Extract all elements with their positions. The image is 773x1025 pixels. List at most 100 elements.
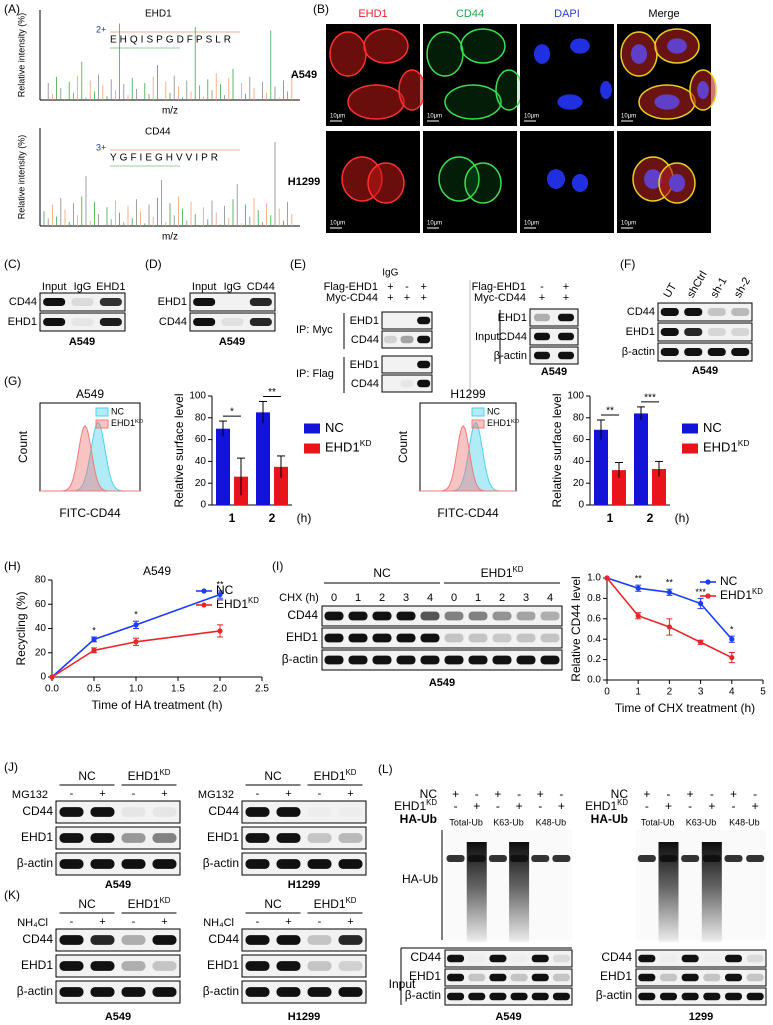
y-tick-label: 40 — [35, 623, 47, 634]
data-point — [729, 654, 735, 661]
band — [447, 992, 465, 1001]
x-axis-label: Time of CHX treatment (h) — [615, 701, 755, 715]
band — [43, 318, 66, 326]
label-text: EHD1 — [487, 418, 511, 428]
row-label: CD44 — [287, 608, 318, 622]
condition-sign: + — [387, 281, 393, 293]
panel-label: (L) — [378, 762, 393, 776]
condition-label: NC — [420, 787, 438, 801]
cell-line-label: 1299 — [689, 1011, 713, 1023]
band — [746, 973, 764, 982]
band — [510, 973, 528, 982]
condition-sign: + — [452, 787, 459, 801]
lane-label: 4 — [427, 592, 433, 604]
band — [468, 992, 486, 1001]
lane-label: 0 — [331, 592, 337, 604]
blot-row — [55, 852, 181, 876]
lane-label: IgG — [224, 281, 242, 293]
band — [59, 807, 84, 817]
lane-group-label: K63-Ub — [686, 817, 717, 827]
band — [707, 308, 726, 316]
cell-stain — [460, 28, 506, 64]
lane-label: IgG — [382, 268, 398, 279]
row-label: β-actin — [203, 856, 239, 870]
lane-label: 1 — [355, 592, 361, 604]
nucleus-stain — [667, 38, 687, 54]
row-label: EHD1 — [158, 296, 187, 308]
band — [489, 954, 507, 963]
chart-title: H1299 — [450, 387, 486, 401]
bar — [256, 412, 270, 505]
legend-swatch — [304, 443, 320, 454]
blot-row — [529, 308, 579, 327]
band — [276, 961, 301, 971]
lane-label: 4 — [547, 592, 553, 604]
cell-stain — [444, 84, 502, 120]
condition-sign: - — [710, 787, 714, 801]
band — [324, 633, 344, 643]
bar — [634, 413, 648, 505]
band — [558, 351, 574, 360]
y-axis-label: Recycling (%) — [14, 591, 28, 665]
chart-title: A549 — [143, 564, 171, 578]
charge-state: 2+ — [96, 24, 106, 34]
scale-bar-label: 10μm — [524, 114, 539, 120]
band — [307, 961, 332, 971]
data-point — [133, 639, 139, 645]
band — [348, 611, 368, 621]
band — [71, 318, 94, 326]
x-tick-label: 1 — [635, 687, 641, 698]
band — [59, 987, 84, 997]
band — [467, 855, 486, 862]
blot-row — [241, 826, 367, 850]
band — [660, 328, 679, 336]
group-label: NC — [78, 897, 96, 911]
row-label: H1299 — [288, 176, 320, 188]
condition-sign: - — [753, 787, 757, 801]
band — [516, 611, 536, 621]
data-point — [49, 674, 55, 680]
label-superscript: KD — [248, 596, 259, 605]
x-tick-label: 0 — [604, 687, 610, 698]
band — [638, 954, 656, 963]
band — [531, 992, 549, 1001]
condition-sign: - — [540, 281, 544, 293]
band — [43, 298, 66, 306]
legend-label: NC — [487, 406, 500, 416]
band — [681, 973, 699, 982]
blot-row — [241, 800, 367, 824]
condition-label: Myc-CD44 — [326, 292, 378, 304]
band — [338, 987, 363, 997]
lane-label: 3 — [403, 592, 409, 604]
legend-label: EHD1KD — [703, 438, 749, 455]
row-label: β-actin — [405, 988, 441, 1002]
condition-sign: + — [730, 787, 737, 801]
band — [420, 611, 440, 621]
nucleus-stain — [600, 81, 612, 99]
y-axis-label: Relative surface level — [550, 393, 564, 507]
lane-group-label: K48-Ub — [729, 817, 760, 827]
nucleus-stain — [571, 174, 589, 192]
condition-sign: - — [405, 281, 409, 293]
blot-row — [39, 292, 126, 312]
band — [660, 992, 677, 1001]
band — [552, 855, 571, 862]
label-text: EHD1 — [111, 418, 135, 428]
lane-label: 3 — [523, 592, 529, 604]
blot-row — [321, 627, 563, 649]
band — [348, 633, 368, 643]
data-point — [133, 622, 139, 628]
significance-label: ** — [635, 574, 643, 584]
blot-row — [657, 302, 753, 322]
row-label: CD44 — [351, 334, 379, 346]
condition-sign: - — [256, 916, 260, 928]
row-label: CD44 — [9, 296, 37, 308]
data-point — [217, 591, 223, 598]
x-axis-label: m/z — [162, 232, 178, 243]
band — [372, 655, 392, 665]
band — [746, 855, 765, 862]
legend-swatch — [471, 407, 485, 417]
peptide-title: CD44 — [145, 127, 171, 138]
y-tick-label: 20 — [195, 478, 207, 489]
bar — [274, 466, 288, 505]
